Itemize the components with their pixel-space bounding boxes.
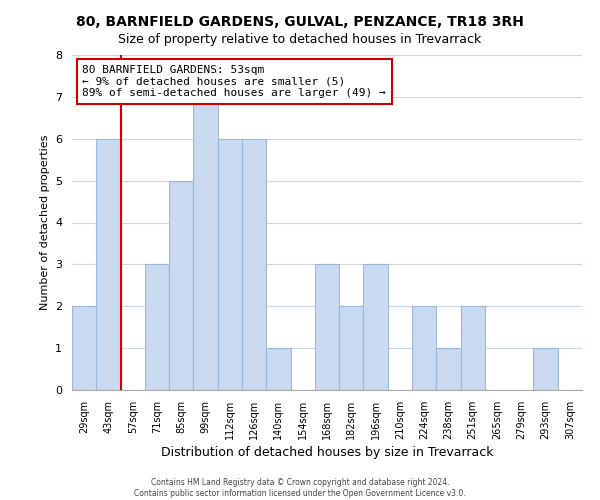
Y-axis label: Number of detached properties: Number of detached properties [40, 135, 50, 310]
Bar [96, 138, 121, 390]
Bar [339, 306, 364, 390]
Bar [193, 97, 218, 390]
Bar [364, 264, 388, 390]
Bar [218, 138, 242, 390]
Text: 80 BARNFIELD GARDENS: 53sqm
← 9% of detached houses are smaller (5)
89% of semi-: 80 BARNFIELD GARDENS: 53sqm ← 9% of deta… [82, 65, 386, 98]
Text: 80, BARNFIELD GARDENS, GULVAL, PENZANCE, TR18 3RH: 80, BARNFIELD GARDENS, GULVAL, PENZANCE,… [76, 15, 524, 29]
Bar [315, 264, 339, 390]
Text: Size of property relative to detached houses in Trevarrack: Size of property relative to detached ho… [118, 32, 482, 46]
Bar [72, 306, 96, 390]
Bar [145, 264, 169, 390]
Bar [461, 306, 485, 390]
Text: Contains HM Land Registry data © Crown copyright and database right 2024.
Contai: Contains HM Land Registry data © Crown c… [134, 478, 466, 498]
Bar [242, 138, 266, 390]
Bar [169, 180, 193, 390]
Bar [436, 348, 461, 390]
Bar [266, 348, 290, 390]
X-axis label: Distribution of detached houses by size in Trevarrack: Distribution of detached houses by size … [161, 446, 493, 459]
Bar [533, 348, 558, 390]
Bar [412, 306, 436, 390]
